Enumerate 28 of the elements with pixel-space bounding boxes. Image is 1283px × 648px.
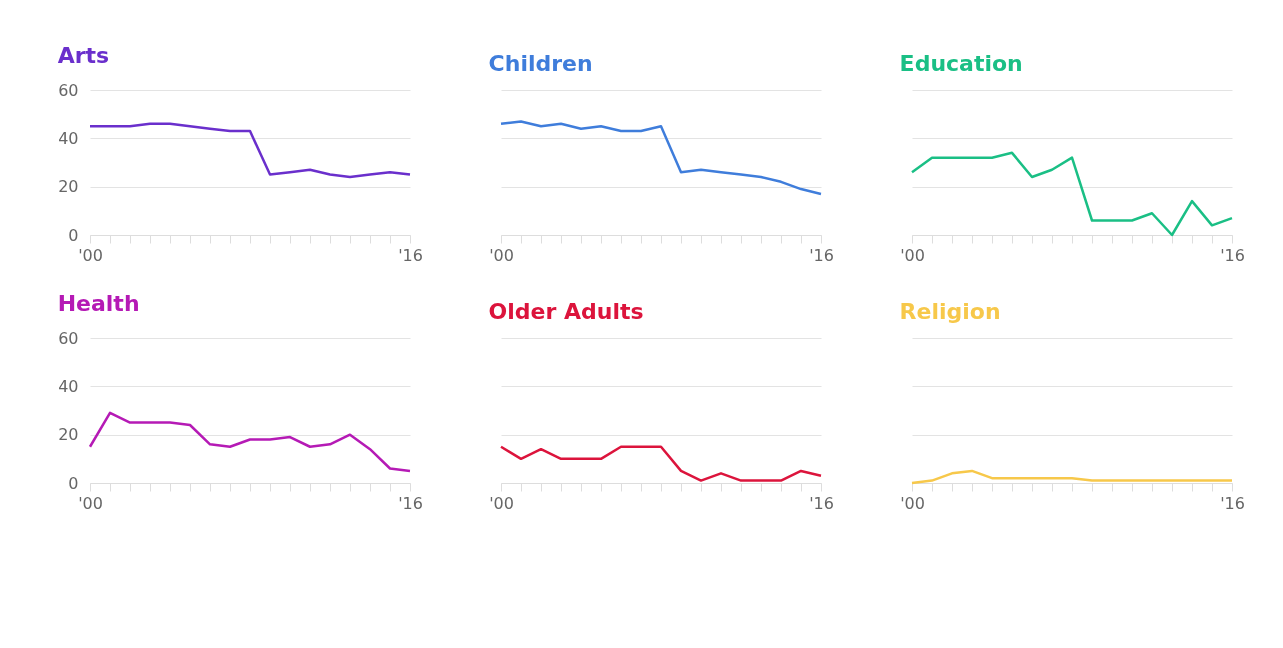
x-tick-label: '00 xyxy=(78,245,103,265)
line-series xyxy=(88,411,412,473)
chart-title: Education xyxy=(899,51,1023,76)
chart-title: Religion xyxy=(899,299,1001,324)
y-tick-label: 20 xyxy=(58,425,79,445)
x-tick-label: '16 xyxy=(809,493,834,513)
y-tick-label: 60 xyxy=(58,80,79,100)
x-tick-label: '16 xyxy=(1220,245,1245,265)
y-tick-label: 0 xyxy=(68,225,79,245)
x-tick-label: '00 xyxy=(900,245,925,265)
y-tick-label: 0 xyxy=(68,473,79,493)
x-tick-label: '00 xyxy=(900,493,925,513)
y-tick-label: 40 xyxy=(58,376,79,396)
chart-title: Children xyxy=(488,51,593,76)
chart-title: Health xyxy=(57,291,140,316)
y-tick-label: 40 xyxy=(58,128,79,148)
x-tick-label: '16 xyxy=(1220,493,1245,513)
chart-title: Older Adults xyxy=(488,299,644,324)
x-tick-label: '00 xyxy=(489,493,514,513)
chart-title: Arts xyxy=(57,43,110,68)
y-tick-label: 20 xyxy=(58,177,79,197)
x-tick-label: '16 xyxy=(398,245,423,265)
x-tick-label: '00 xyxy=(489,245,514,265)
x-tick-label: '16 xyxy=(809,245,834,265)
x-tick-label: '00 xyxy=(78,493,103,513)
line-series xyxy=(88,122,412,179)
x-tick-label: '16 xyxy=(398,493,423,513)
y-tick-label: 60 xyxy=(58,328,79,348)
